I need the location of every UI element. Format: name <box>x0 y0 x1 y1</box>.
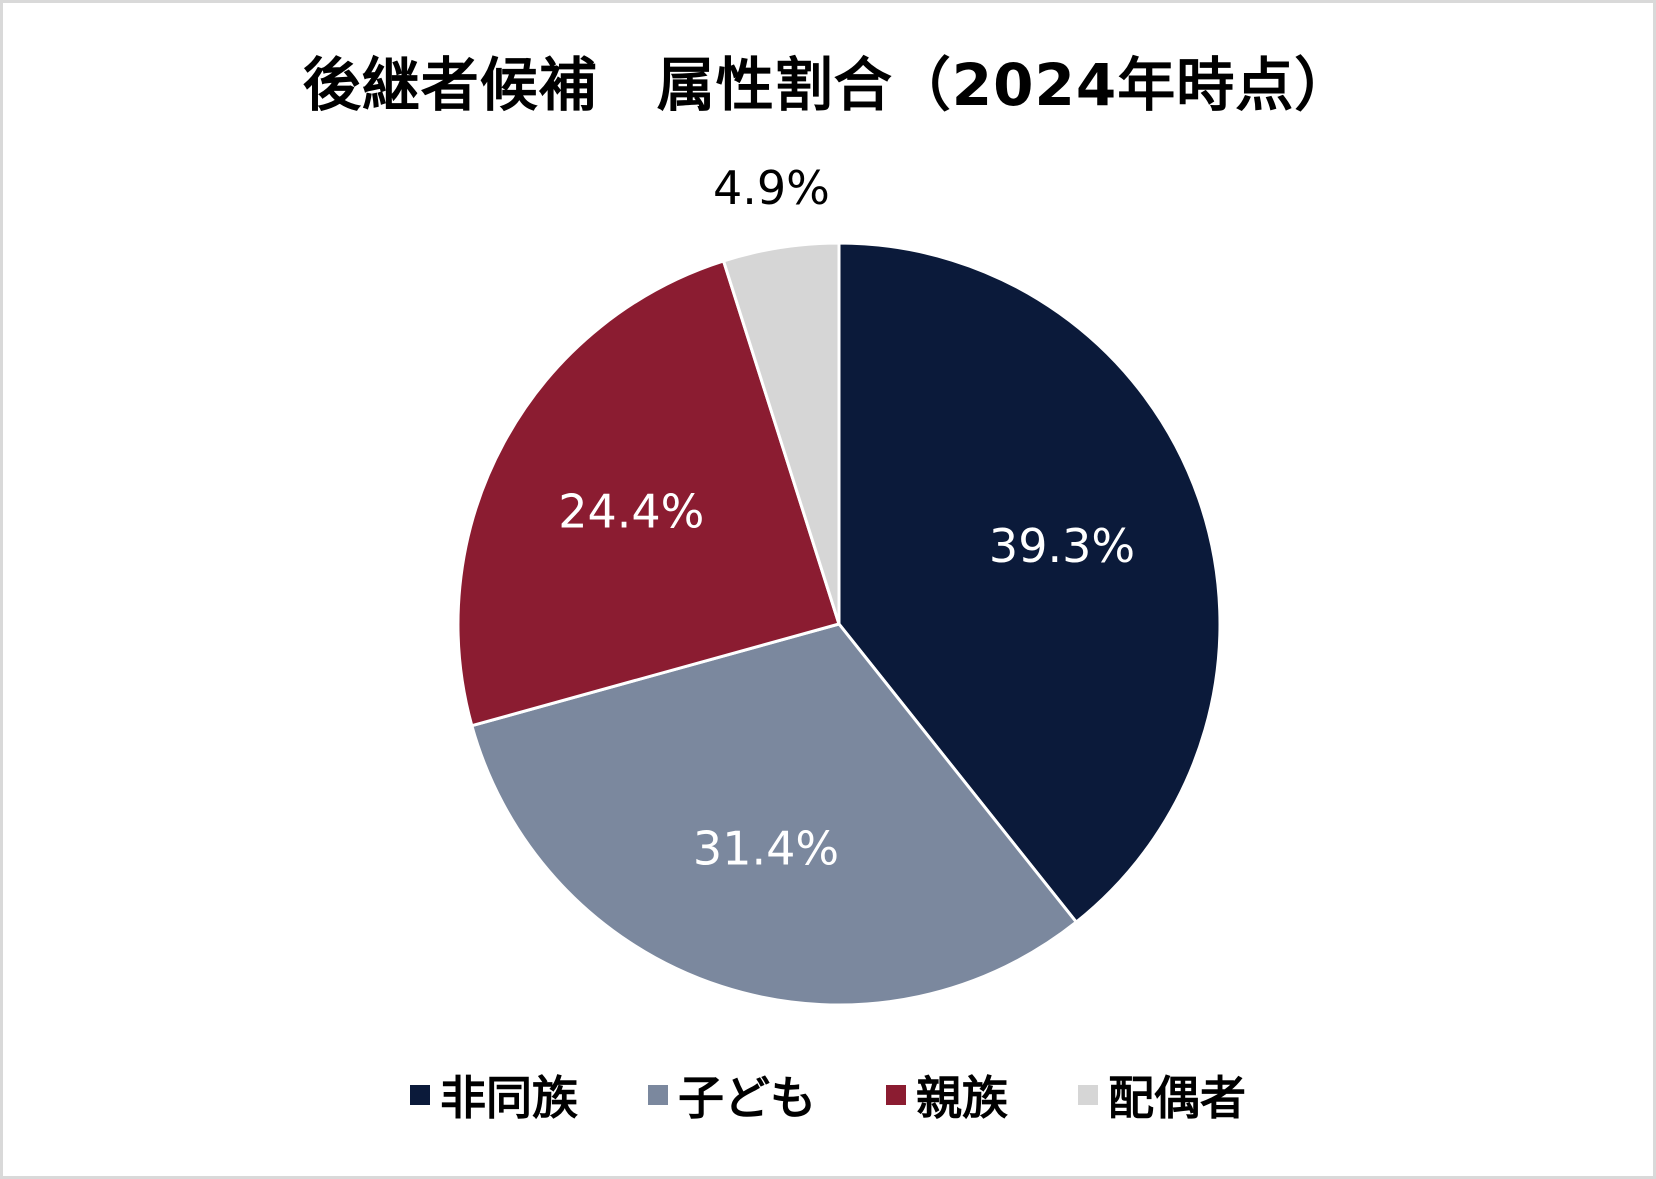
legend-swatch-icon <box>648 1085 668 1105</box>
legend-item-non-family: 非同族 <box>410 1062 578 1128</box>
slice-label-relatives: 24.4% <box>558 485 704 539</box>
legend-swatch-icon <box>410 1085 430 1105</box>
legend-label: 非同族 <box>440 1071 578 1125</box>
legend-swatch-icon <box>1078 1085 1098 1105</box>
pie-slice-spouse <box>721 241 841 625</box>
legend-item-children: 子ども <box>648 1062 816 1128</box>
legend-item-relatives: 親族 <box>886 1062 1008 1128</box>
legend-swatch-icon <box>886 1085 906 1105</box>
legend-label: 配偶者 <box>1108 1071 1246 1125</box>
slice-label-non-family: 39.3% <box>989 519 1135 573</box>
pie-slice-relatives <box>456 259 841 728</box>
legend-label: 子ども <box>678 1071 816 1125</box>
legend: 非同族 子ども 親族 配偶者 <box>0 1062 1656 1128</box>
slice-label-spouse: 4.9% <box>713 161 830 215</box>
legend-item-spouse: 配偶者 <box>1078 1062 1246 1128</box>
pie-slice-non-family <box>837 241 1222 925</box>
pie-slice-children <box>469 622 1079 1007</box>
slice-label-children: 31.4% <box>693 822 839 876</box>
chart-title: 後継者候補 属性割合（2024年時点） <box>302 51 1354 119</box>
legend-label: 親族 <box>916 1071 1008 1125</box>
